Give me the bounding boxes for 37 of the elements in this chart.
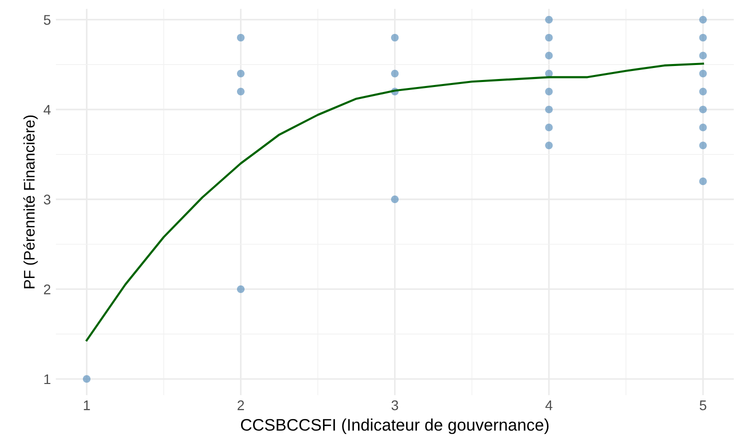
point <box>391 196 399 204</box>
x-axis-title: CCSBCCSFI (Indicateur de gouvernance) <box>241 418 549 434</box>
x-tick-label: 2 <box>238 400 244 410</box>
point <box>699 142 707 150</box>
y-tick-label: 2 <box>44 284 50 294</box>
point <box>236 70 245 78</box>
x-tick-label: 5 <box>700 400 706 410</box>
point <box>391 34 399 42</box>
point <box>699 178 707 186</box>
y-tick-label: 1 <box>44 374 50 384</box>
point <box>699 106 707 114</box>
point <box>82 375 90 383</box>
point <box>699 34 707 42</box>
point <box>545 106 553 114</box>
point <box>545 34 553 42</box>
point <box>545 16 553 24</box>
y-tick-label: 3 <box>44 194 50 204</box>
point <box>699 88 707 96</box>
point <box>545 88 553 96</box>
y-tick-label: 5 <box>44 15 50 25</box>
point <box>236 285 245 293</box>
point <box>236 34 245 42</box>
point <box>699 124 707 132</box>
x-tick-label: 4 <box>545 400 552 410</box>
x-tick-label: 1 <box>84 400 90 410</box>
point <box>699 70 707 78</box>
point <box>236 88 245 96</box>
point <box>391 70 399 78</box>
point <box>545 142 553 150</box>
y-axis-title: PF (Pérennité Financière) <box>23 116 38 288</box>
line-series <box>86 62 704 342</box>
point <box>699 52 707 60</box>
y-tick-label: 4 <box>44 104 51 115</box>
point <box>699 16 707 24</box>
x-tick-label: 3 <box>392 400 398 410</box>
point <box>545 124 553 132</box>
point <box>545 52 553 60</box>
